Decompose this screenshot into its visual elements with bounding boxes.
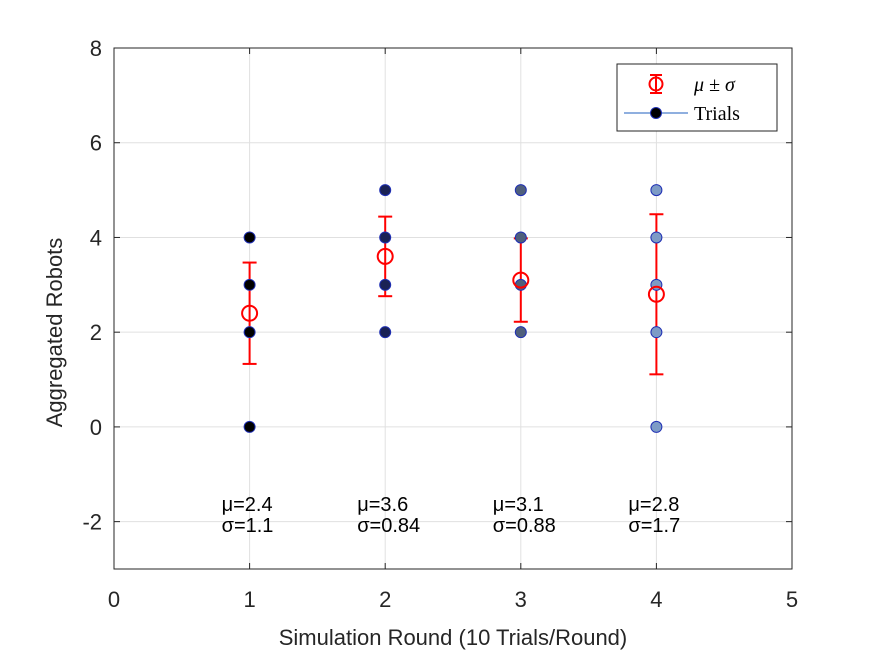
mean-marker [376,247,394,265]
x-tick-label: 3 [515,587,527,612]
mean-annotation: μ=2.8 [628,494,679,516]
trial-point [243,420,256,433]
y-tick-label: 6 [90,131,102,156]
legend-errorbar-label: μ ± σ [693,74,736,96]
x-tick-label: 2 [379,587,391,612]
x-tick-label: 5 [786,587,798,612]
legend-trials-marker [650,107,662,119]
legend-trials-symbol [624,107,688,119]
y-axis-label: Aggregated Robots [42,238,67,428]
y-tick-label: 8 [90,36,102,61]
y-tick-label: 2 [90,320,102,345]
error-bars [242,213,664,376]
trial-point [243,278,256,291]
trial-point [514,231,527,244]
legend-box [616,63,778,132]
y-tick-label: -2 [82,510,102,535]
trial-point [379,231,392,244]
trial-point [650,184,663,197]
trial-point [514,184,527,197]
x-tick-label: 0 [108,587,120,612]
trial-point [650,231,663,244]
std-annotation: σ=0.88 [493,515,556,537]
x-tick-label: 1 [243,587,255,612]
trial-point [243,231,256,244]
mean-marker [241,304,259,322]
axis-ticks: 0 1 2 3 4 5 -2 0 2 4 6 8 [82,36,798,612]
trial-point [379,326,392,339]
y-tick-label: 0 [90,415,102,440]
mean-annotation: μ=3.1 [493,494,544,516]
legend-trials-label: Trials [694,103,740,125]
trial-point [379,278,392,291]
legend-mean-marker [648,76,664,92]
plot-frame [113,47,793,570]
legend: μ ± σ Trials [616,63,778,132]
y-tick-label: 4 [90,225,102,250]
mean-marker [647,285,665,303]
legend-errorbar-symbol [648,74,664,94]
std-annotation: σ=1.1 [222,515,274,537]
mean-annotation: μ=3.6 [357,494,408,516]
stat-annotations: μ=2.4σ=1.1 μ=3.6σ=0.84 μ=3.1σ=0.88 μ=2.8σ=1… [222,494,681,537]
mean-annotation: μ=2.4 [222,494,273,516]
trial-point [514,278,527,291]
trial-point [243,326,256,339]
trial-point [379,184,392,197]
mean-marker [512,271,530,289]
trial-point [650,326,663,339]
trial-points [243,184,663,433]
x-axis-label: Simulation Round (10 Trials/Round) [279,625,628,650]
std-annotation: σ=0.84 [357,515,420,537]
trial-point [514,326,527,339]
std-annotation: σ=1.7 [628,515,680,537]
trial-point [650,420,663,433]
x-tick-label: 4 [650,587,662,612]
mean-markers [241,247,665,322]
